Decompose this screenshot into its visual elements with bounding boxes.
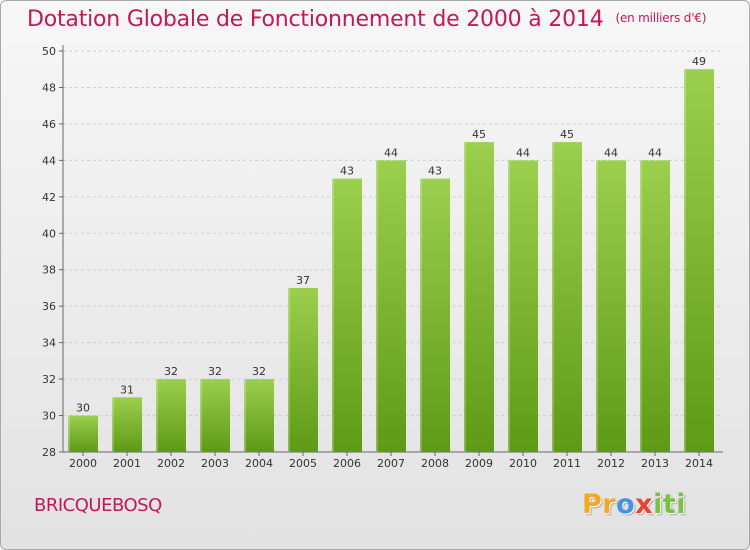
- bar-2006: [332, 178, 362, 452]
- x-tick-label-2005: 2005: [289, 457, 317, 470]
- x-tick-label-2004: 2004: [245, 457, 273, 470]
- y-tick-label: 46: [42, 118, 56, 131]
- x-tick-label-2003: 2003: [201, 457, 229, 470]
- bar-2000: [68, 415, 98, 452]
- bar-highlight-2014: [684, 69, 686, 453]
- x-tick-label-2014: 2014: [685, 457, 713, 470]
- bar-highlight-2009: [464, 142, 466, 453]
- bar-highlight-2008: [420, 178, 422, 452]
- chart-unit-label: (en milliers d'€): [615, 11, 707, 25]
- x-tick-label-2002: 2002: [157, 457, 185, 470]
- bar-2008: [420, 178, 450, 452]
- x-tick-label-2000: 2000: [69, 457, 97, 470]
- bar-highlight-2005: [288, 287, 290, 452]
- value-label-2005: 37: [296, 274, 310, 287]
- bar-2011: [552, 142, 582, 453]
- bar-highlight-2013: [640, 160, 642, 452]
- value-label-2006: 43: [340, 165, 354, 178]
- x-tick-label-2009: 2009: [465, 457, 493, 470]
- value-label-2001: 31: [120, 383, 134, 396]
- value-label-2000: 30: [76, 402, 90, 415]
- x-tick-label-2010: 2010: [509, 457, 537, 470]
- bar-highlight-2010: [508, 160, 510, 452]
- bar-highlight-2004: [244, 379, 246, 452]
- bar-2002: [156, 379, 186, 452]
- bar-highlight-2006: [332, 178, 334, 452]
- value-label-2004: 32: [252, 365, 266, 378]
- y-tick-label: 30: [42, 410, 56, 423]
- bar-2003: [200, 379, 230, 452]
- value-label-2012: 44: [604, 146, 618, 159]
- y-tick-label: 32: [42, 373, 56, 386]
- x-tick-label-2013: 2013: [641, 457, 669, 470]
- x-tick-label-2008: 2008: [421, 457, 449, 470]
- y-tick-label: 50: [42, 45, 56, 58]
- commune-name: BRICQUEBOSQ: [34, 495, 162, 516]
- bars: [68, 69, 714, 453]
- x-tick-label-2006: 2006: [333, 457, 361, 470]
- bar-2007: [376, 160, 406, 452]
- value-label-2010: 44: [516, 146, 530, 159]
- bar-highlight-2003: [200, 379, 202, 452]
- chart-title: Dotation Globale de Fonctionnement de 20…: [27, 7, 706, 32]
- value-label-2002: 32: [164, 365, 178, 378]
- y-tick-label: 40: [42, 227, 56, 240]
- value-label-2009: 45: [472, 128, 486, 141]
- bar-2013: [640, 160, 670, 452]
- value-label-2014: 49: [692, 55, 706, 68]
- bar-2009: [464, 142, 494, 453]
- value-label-2003: 32: [208, 365, 222, 378]
- x-tick-label-2007: 2007: [377, 457, 405, 470]
- y-tick-label: 28: [42, 446, 56, 459]
- value-label-2011: 45: [560, 128, 574, 141]
- bar-highlight-2007: [376, 160, 378, 452]
- bar-highlight-2001: [112, 397, 114, 452]
- labels: 28 30 32 34 36 38 40 42 44 46 48 50 30 2000 31 2001 32 20…: [42, 45, 713, 470]
- bar-highlight-2000: [68, 415, 70, 452]
- value-label-2008: 43: [428, 165, 442, 178]
- value-label-2013: 44: [648, 146, 662, 159]
- y-tick-label: 36: [42, 300, 56, 313]
- y-tick-label: 44: [42, 154, 56, 167]
- y-tick-label: 42: [42, 191, 56, 204]
- y-tick-label: 38: [42, 264, 56, 277]
- bar-2014: [684, 69, 714, 453]
- x-tick-label-2011: 2011: [553, 457, 581, 470]
- value-label-2007: 44: [384, 146, 398, 159]
- x-tick-label-2012: 2012: [597, 457, 625, 470]
- bar-2005: [288, 287, 318, 452]
- x-tick-label-2001: 2001: [113, 457, 141, 470]
- bar-2001: [112, 397, 142, 452]
- y-tick-label: 34: [42, 337, 56, 350]
- proxiti-logo[interactable]: Proxiti: [582, 489, 687, 520]
- bar-highlight-2002: [156, 379, 158, 452]
- bar-2010: [508, 160, 538, 452]
- bar-highlight-2011: [552, 142, 554, 453]
- bar-highlight-2012: [596, 160, 598, 452]
- bar-2012: [596, 160, 626, 452]
- bar-2004: [244, 379, 274, 452]
- chart-title-text: Dotation Globale de Fonctionnement de 20…: [27, 7, 604, 32]
- y-tick-label: 48: [42, 81, 56, 94]
